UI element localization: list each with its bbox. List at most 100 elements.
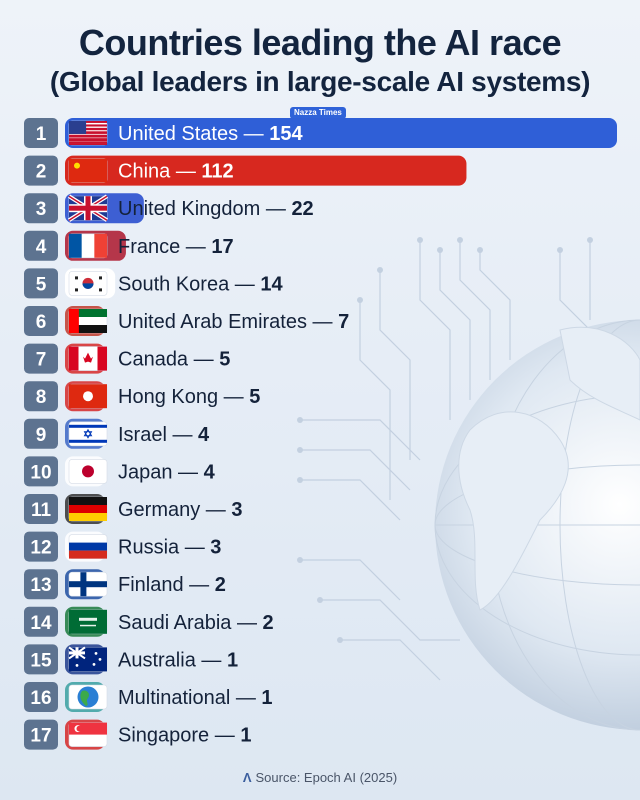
rank-badge: [24, 193, 58, 224]
rank-label: 15: [30, 650, 52, 671]
chart-row: 16 Multinational — 1: [24, 682, 273, 712]
hong-kong-flag-icon: [68, 383, 108, 409]
value-label: 7: [338, 311, 349, 333]
chart-row: 1 United States — 154: [24, 118, 617, 148]
chart-row: 2 China — 112: [24, 155, 467, 186]
value-label: 22: [291, 198, 313, 220]
rank-badge: [24, 306, 58, 336]
epoch-logo-icon: Λ: [242, 770, 252, 785]
rank-badge: [24, 456, 58, 487]
bar-label: United Arab Emirates — 7: [118, 311, 349, 333]
rank-label: 9: [36, 425, 47, 446]
chart-title: Countries leading the AI race: [78, 22, 562, 63]
bar-label: France — 17: [118, 236, 234, 258]
bar-label: Israel — 4: [118, 424, 210, 446]
value-label: 154: [269, 123, 303, 145]
rank-badge: [24, 268, 58, 299]
china-flag-icon: [68, 158, 108, 183]
bar-label: Russia — 3: [118, 537, 221, 559]
source-footer: Λ Source: Epoch AI (2025): [0, 770, 640, 785]
rank-label: 11: [31, 500, 52, 521]
singapore-flag-icon: [68, 722, 108, 747]
bar: [65, 155, 467, 186]
chart-row: 15 Australia — 1: [24, 644, 238, 675]
country-name: Saudi Arabia: [118, 612, 232, 634]
bar-label: China — 112: [118, 161, 234, 183]
bar-label: Canada — 5: [118, 349, 230, 371]
chart-row: 9 Israel — 4: [24, 418, 210, 449]
bar: [65, 118, 617, 148]
value-label: 4: [198, 424, 210, 446]
rank-label: 4: [36, 237, 47, 258]
rank-label: 13: [30, 575, 51, 596]
russia-flag-icon: [68, 534, 108, 559]
rank-badge: [24, 531, 58, 562]
rank-badge: [24, 682, 58, 712]
rank-label: 2: [36, 162, 47, 183]
israel-flag-icon: [68, 421, 108, 447]
country-name: United Kingdom: [118, 198, 260, 220]
rank-badge: [24, 118, 58, 148]
bar-label: Japan — 4: [118, 461, 216, 483]
value-label: 3: [231, 499, 242, 521]
uae-flag-icon: [68, 308, 108, 334]
rank-label: 14: [30, 613, 52, 634]
country-name: Australia: [118, 649, 197, 671]
value-label: 4: [204, 461, 216, 483]
rank-label: 16: [30, 688, 51, 709]
rank-label: 8: [36, 387, 47, 408]
bar-label: Saudi Arabia — 2: [118, 612, 274, 634]
bar-label: Multinational — 1: [118, 687, 273, 709]
australia-flag-icon: [68, 646, 108, 672]
country-name: Israel: [118, 424, 167, 446]
canada-flag-icon: [68, 346, 108, 371]
value-label: 2: [215, 574, 226, 596]
country-name: Japan: [118, 461, 173, 483]
country-name: South Korea: [118, 273, 230, 295]
chart-row: 4 France — 17: [24, 230, 234, 261]
country-name: Russia: [118, 537, 180, 559]
bar-label: Singapore — 1: [118, 725, 251, 747]
rank-label: 6: [36, 312, 47, 333]
source-text: Source: Epoch AI (2025): [255, 770, 398, 785]
country-name: France: [118, 236, 180, 258]
rank-badge: [24, 644, 58, 675]
value-label: 5: [249, 386, 260, 408]
bar-label: Australia — 1: [118, 649, 238, 671]
rank-label: 17: [30, 726, 51, 747]
country-name: Multinational: [118, 687, 230, 709]
bar-label: South Korea — 14: [118, 273, 283, 295]
country-name: Singapore: [118, 725, 209, 747]
rank-label: 7: [36, 350, 47, 371]
rank-badge: [24, 230, 58, 261]
rank-badge: [24, 343, 58, 374]
chart-row: 13 Finland — 2: [24, 569, 226, 600]
rank-label: 10: [30, 462, 51, 483]
us-flag-icon: [68, 120, 108, 146]
country-name: Finland: [118, 574, 184, 596]
chart-row: 5 South Korea — 14: [24, 268, 283, 299]
rank-badge: [24, 494, 58, 524]
rank-badge: [24, 569, 58, 600]
value-label: 1: [240, 725, 251, 747]
country-name: Canada: [118, 349, 189, 371]
country-name: Hong Kong: [118, 386, 218, 408]
country-name: United States: [118, 123, 238, 145]
chart-row: 8 Hong Kong — 5: [24, 381, 260, 412]
chart-row: 12 Russia — 3: [24, 531, 221, 562]
chart-subtitle: (Global leaders in large-scale AI system…: [49, 66, 591, 97]
chart-row: 17 Singapore — 1: [24, 719, 251, 750]
chart-row: 10 Japan — 4: [24, 456, 216, 487]
country-name: United Arab Emirates: [118, 311, 307, 333]
rank-label: 5: [36, 274, 47, 295]
publisher-badge: Nazza Times: [290, 107, 346, 119]
rank-label: 3: [36, 199, 47, 220]
rank-badge: [24, 381, 58, 412]
bar-label: United States — 154: [118, 123, 303, 145]
rank-badge: [24, 606, 58, 637]
bar-label: Finland — 2: [118, 574, 226, 596]
value-label: 3: [210, 537, 221, 559]
saudi-arabia-flag-icon: [68, 609, 108, 635]
chart-row: 3 United Kingdom — 22: [24, 193, 314, 224]
